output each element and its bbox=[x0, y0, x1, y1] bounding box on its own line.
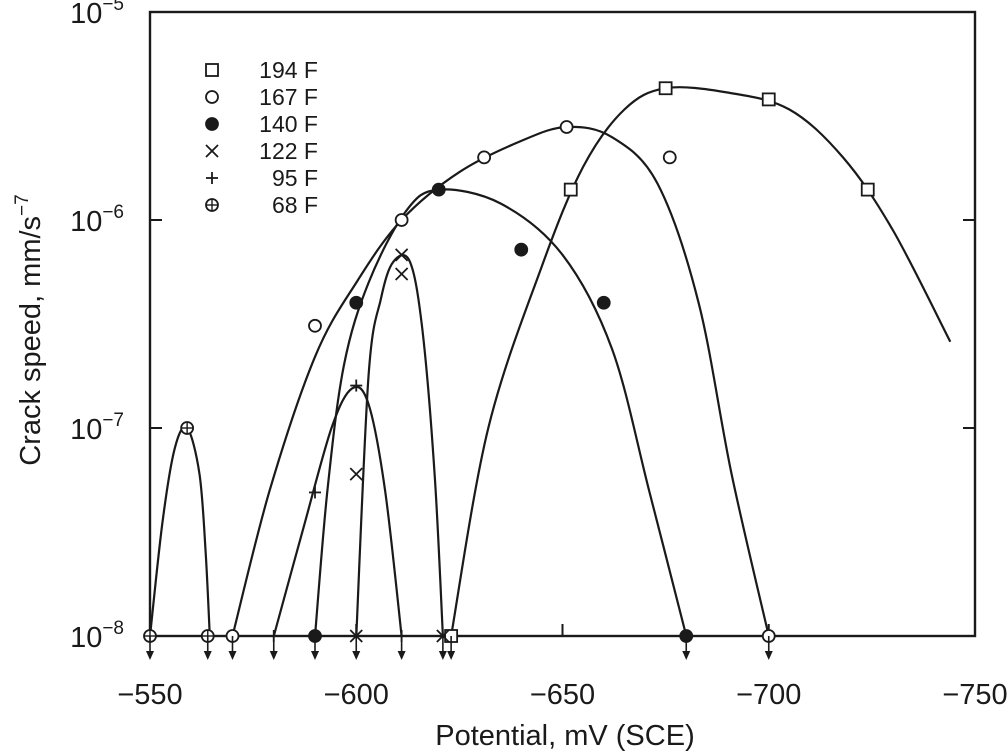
data-markers bbox=[143, 81, 875, 643]
curve-68-f bbox=[148, 425, 211, 637]
baseline-arrow bbox=[447, 636, 456, 660]
legend-marker-68-f bbox=[205, 198, 219, 212]
point-95-f bbox=[309, 486, 321, 499]
y-axis-label: Crack speed, mm/s−7 bbox=[12, 194, 47, 465]
baseline-arrow bbox=[311, 636, 319, 660]
curve-122-f bbox=[355, 254, 444, 637]
point-167-f bbox=[394, 213, 409, 227]
x-tick-label: −550 bbox=[117, 679, 182, 711]
baseline-arrow bbox=[269, 636, 278, 660]
point-140-f bbox=[514, 242, 529, 257]
y-tick-label: 10−6 bbox=[70, 202, 124, 238]
point-95-f bbox=[350, 379, 363, 392]
curve-167-f bbox=[231, 125, 770, 637]
point-194-f bbox=[563, 182, 578, 197]
curve-194-f bbox=[450, 86, 952, 637]
y-axis-label-exponent: −7 bbox=[12, 194, 33, 216]
point-167-f bbox=[308, 318, 322, 333]
baseline-arrow bbox=[352, 636, 361, 660]
legend-label: 68 F bbox=[272, 192, 318, 218]
point-194-f bbox=[761, 92, 776, 107]
point-194-f bbox=[658, 81, 673, 96]
baseline-arrows bbox=[146, 636, 773, 660]
curve-95-f bbox=[272, 385, 403, 637]
y-tick-label: 10−5 bbox=[70, 0, 124, 30]
point-140-f bbox=[596, 295, 611, 310]
baseline-arrow bbox=[146, 636, 154, 660]
legend-label: 122 F bbox=[259, 138, 318, 164]
x-tick-label: −750 bbox=[942, 679, 1007, 711]
point-68-f bbox=[180, 421, 195, 435]
legend-marker-95-f bbox=[206, 172, 218, 184]
y-tick-label: 10−8 bbox=[70, 618, 124, 654]
legend-label: 194 F bbox=[259, 57, 318, 83]
point-122-f bbox=[394, 267, 409, 281]
point-194-f bbox=[860, 182, 875, 197]
legend-label: 140 F bbox=[259, 111, 318, 137]
point-122-f bbox=[394, 248, 409, 262]
y-axis-ticks: 10−8 10−7 10−6 10−5 bbox=[70, 0, 975, 654]
y-axis-label-text: Crack speed, mm/s bbox=[15, 216, 47, 466]
point-167-f bbox=[662, 150, 677, 165]
legend-marker-194-f bbox=[205, 63, 219, 77]
legend-marker-167-f bbox=[205, 90, 219, 104]
x-tick-label: −700 bbox=[736, 679, 801, 711]
legend-label: 95 F bbox=[272, 165, 318, 191]
x-tick-label: −650 bbox=[530, 679, 595, 711]
x-axis-label: Potential, mV (SCE) bbox=[435, 720, 694, 752]
point-140-f bbox=[431, 182, 446, 197]
point-167-f bbox=[477, 150, 492, 165]
legend-marker-122-f bbox=[205, 144, 219, 158]
baseline-arrow bbox=[228, 636, 237, 660]
baseline-arrow bbox=[764, 636, 773, 660]
baseline-arrow bbox=[682, 636, 691, 660]
x-tick-label: −600 bbox=[324, 679, 389, 711]
legend-marker-140-f bbox=[205, 117, 219, 131]
baseline-arrow bbox=[397, 636, 406, 660]
point-167-f bbox=[559, 120, 574, 134]
x-axis-ticks: −550 −600 −650 −700 −750 bbox=[117, 624, 1008, 711]
legend-label: 167 F bbox=[259, 84, 318, 110]
fit-curves bbox=[148, 86, 952, 637]
point-140-f bbox=[349, 295, 364, 310]
baseline-arrow bbox=[203, 636, 212, 660]
baseline-arrow bbox=[438, 636, 447, 660]
point-122-f bbox=[349, 467, 363, 481]
y-tick-label: 10−7 bbox=[70, 410, 124, 446]
